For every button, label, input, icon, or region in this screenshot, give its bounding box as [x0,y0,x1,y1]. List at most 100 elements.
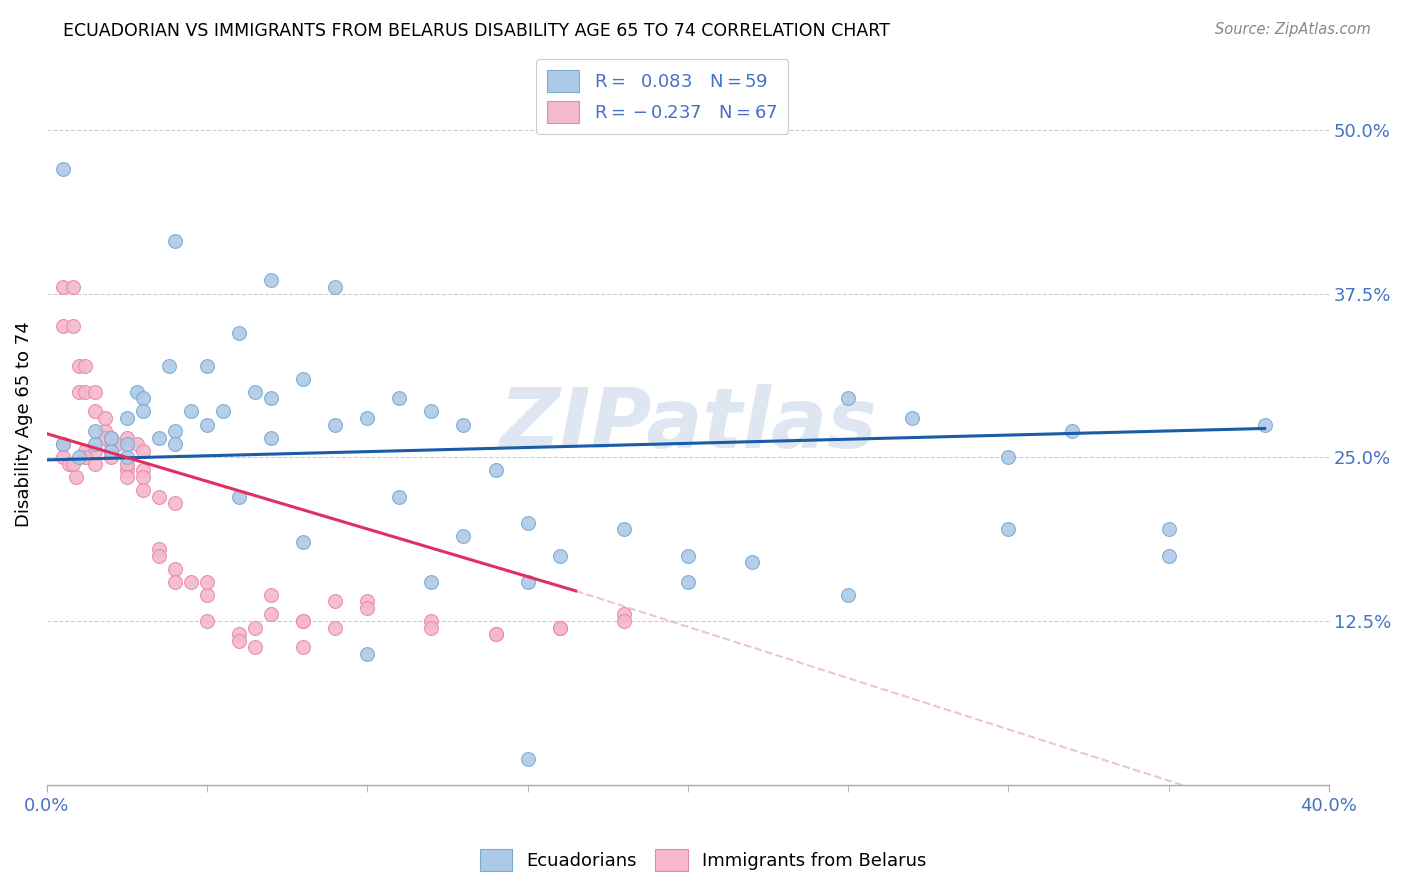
Point [260,273,283,287]
Point [356,601,378,615]
Point [260,392,283,406]
Point [837,392,859,406]
Point [132,404,155,418]
Point [323,417,346,432]
Legend: $\mathregular{R =\ \ 0.083\ \ \ N = 59}$, $\mathregular{R = -0.237\ \ \ N = 67}$: $\mathregular{R =\ \ 0.083\ \ \ N = 59}$… [536,59,789,134]
Point [741,555,763,569]
Point [84,457,107,471]
Point [180,574,202,589]
Point [75,384,97,399]
Point [356,411,378,425]
Point [115,437,138,451]
Text: ECUADORIAN VS IMMIGRANTS FROM BELARUS DISABILITY AGE 65 TO 74 CORRELATION CHART: ECUADORIAN VS IMMIGRANTS FROM BELARUS DI… [63,22,890,40]
Point [420,404,443,418]
Point [676,549,699,563]
Point [901,411,924,425]
Point [676,574,699,589]
Point [148,431,170,445]
Point [228,627,250,641]
Point [292,372,315,386]
Point [323,280,346,294]
Point [548,549,571,563]
Point [58,457,80,471]
Point [165,496,187,510]
Point [115,431,138,445]
Point [132,470,155,484]
Point [100,443,122,458]
Point [84,384,107,399]
Point [323,621,346,635]
Point [180,404,202,418]
Point [84,404,107,418]
Point [195,574,218,589]
Point [292,640,315,655]
Point [157,359,180,373]
Point [388,490,411,504]
Point [84,443,107,458]
Point [292,535,315,549]
Point [132,392,155,406]
Point [93,431,115,445]
Point [484,627,506,641]
Point [228,490,250,504]
Point [613,614,636,628]
Point [115,470,138,484]
Point [84,424,107,438]
Point [228,326,250,340]
Point [148,549,170,563]
Point [245,384,267,399]
Point [132,443,155,458]
Y-axis label: Disability Age 65 to 74: Disability Age 65 to 74 [15,322,32,527]
Point [1253,417,1275,432]
Point [100,443,122,458]
Point [165,234,187,248]
Point [356,594,378,608]
Point [484,627,506,641]
Point [125,384,148,399]
Point [67,450,90,465]
Text: ZIPatlas: ZIPatlas [499,384,877,465]
Point [115,463,138,477]
Point [195,614,218,628]
Point [148,541,170,556]
Point [548,621,571,635]
Point [165,424,187,438]
Point [52,162,75,177]
Point [100,431,122,445]
Point [67,359,90,373]
Point [453,529,475,543]
Point [516,574,538,589]
Point [75,443,97,458]
Point [105,437,128,451]
Point [228,633,250,648]
Point [125,437,148,451]
Point [613,522,636,536]
Point [67,384,90,399]
Point [388,392,411,406]
Point [292,614,315,628]
Point [212,404,235,418]
Point [516,751,538,765]
Point [997,450,1019,465]
Legend: Ecuadorians, Immigrants from Belarus: Ecuadorians, Immigrants from Belarus [472,842,934,879]
Point [93,424,115,438]
Point [420,621,443,635]
Point [420,614,443,628]
Point [132,483,155,497]
Point [1157,549,1180,563]
Point [165,561,187,575]
Point [323,594,346,608]
Text: Source: ZipAtlas.com: Source: ZipAtlas.com [1215,22,1371,37]
Point [420,574,443,589]
Point [75,359,97,373]
Point [837,588,859,602]
Point [115,411,138,425]
Point [165,574,187,589]
Point [260,607,283,622]
Point [516,516,538,530]
Point [292,614,315,628]
Point [245,621,267,635]
Point [195,359,218,373]
Point [52,437,75,451]
Point [93,411,115,425]
